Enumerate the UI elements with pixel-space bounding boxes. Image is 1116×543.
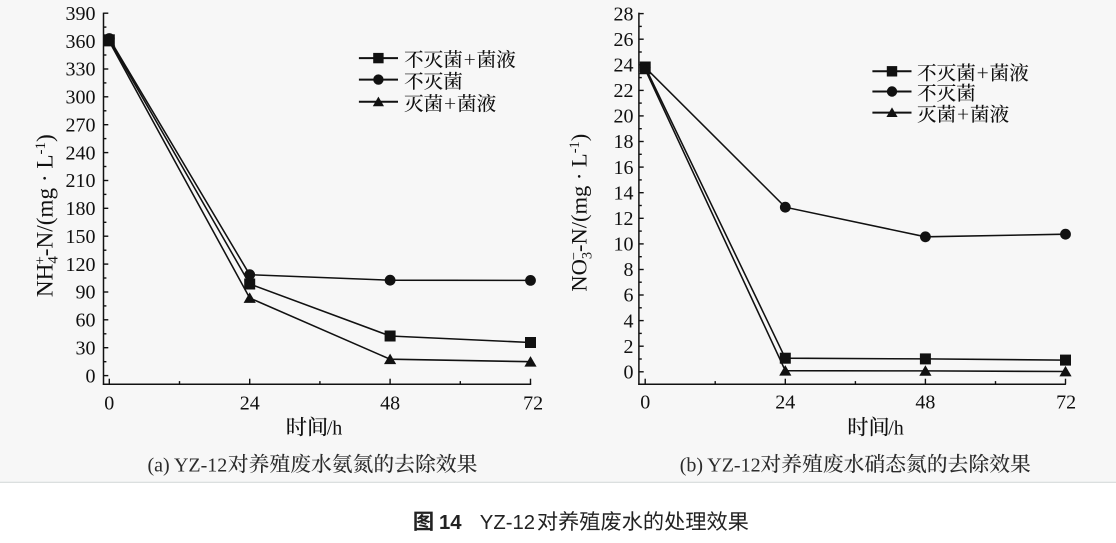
svg-text:14: 14 <box>614 182 634 204</box>
svg-text:30: 30 <box>76 337 96 359</box>
svg-text:26: 26 <box>614 29 634 51</box>
svg-text:48: 48 <box>915 392 935 414</box>
svg-text:24: 24 <box>775 392 795 414</box>
svg-text:22: 22 <box>614 80 634 102</box>
svg-text:NH4+-N/(mg · L-1): NH4+-N/(mg · L-1) <box>33 134 62 297</box>
svg-text:150: 150 <box>66 226 96 248</box>
svg-text:4: 4 <box>624 310 634 332</box>
svg-text:YZ-12: YZ-12 <box>480 512 535 534</box>
svg-text:330: 330 <box>66 59 96 81</box>
svg-text:90: 90 <box>76 282 96 304</box>
svg-text:0: 0 <box>624 362 634 384</box>
svg-text:270: 270 <box>66 114 96 136</box>
svg-text:/h: /h <box>888 418 904 440</box>
svg-text:300: 300 <box>66 87 96 109</box>
svg-text:18: 18 <box>614 131 634 153</box>
svg-text:210: 210 <box>66 170 96 192</box>
svg-text:72: 72 <box>1056 392 1076 414</box>
svg-text:72: 72 <box>523 392 543 414</box>
svg-text:8: 8 <box>624 259 634 281</box>
svg-text:0: 0 <box>640 392 650 414</box>
svg-text:2: 2 <box>624 336 634 358</box>
svg-text:0: 0 <box>104 392 114 414</box>
svg-text:24: 24 <box>614 55 634 77</box>
svg-text:/h: /h <box>327 418 343 440</box>
svg-text:(a) YZ-12: (a) YZ-12 <box>148 454 228 476</box>
svg-text:(b) YZ-12: (b) YZ-12 <box>680 454 761 476</box>
svg-text:16: 16 <box>614 157 634 179</box>
svg-text:360: 360 <box>66 31 96 53</box>
svg-text:10: 10 <box>614 234 634 256</box>
svg-text:20: 20 <box>614 106 634 128</box>
svg-text:6: 6 <box>624 285 634 307</box>
svg-text:48: 48 <box>380 392 400 414</box>
svg-text:240: 240 <box>66 142 96 164</box>
svg-text:12: 12 <box>614 208 634 230</box>
svg-text:0: 0 <box>86 365 96 387</box>
svg-text:24: 24 <box>240 392 260 414</box>
svg-text:390: 390 <box>66 3 96 25</box>
svg-text:28: 28 <box>614 3 634 25</box>
svg-text:120: 120 <box>66 254 96 276</box>
svg-text:NO3−-N/(mg · L-1): NO3−-N/(mg · L-1) <box>567 134 596 292</box>
svg-text:14: 14 <box>439 512 462 534</box>
svg-text:60: 60 <box>76 310 96 332</box>
svg-text:180: 180 <box>66 198 96 220</box>
